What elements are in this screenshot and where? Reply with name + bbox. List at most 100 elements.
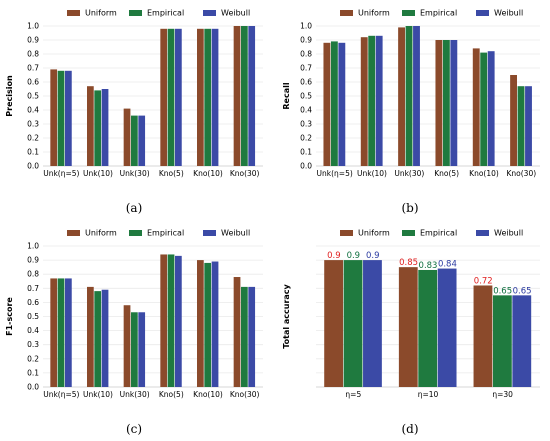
bar-uniform [473,285,493,387]
bar-uniform [123,305,131,387]
bar-empirical [241,26,248,166]
legend-swatch [402,10,415,16]
y-tick-label: 0.5 [300,92,312,101]
bar-weibull [138,115,146,166]
x-tick-label: η=30 [492,390,513,399]
x-tick-label: Unk(30) [120,390,150,399]
bar-uniform [160,28,168,166]
y-tick-label: 1.0 [27,22,39,31]
y-tick-label: 0.3 [27,340,39,349]
y-tick-label: 0.0 [27,383,39,392]
data-label: 0.83 [419,261,438,271]
bar-empirical [94,90,102,166]
bar-uniform [398,27,405,167]
bar-empirical [204,28,212,166]
bar-uniform [360,37,368,167]
x-tick-label: Kno(5) [159,169,184,178]
bar-uniform [435,40,443,166]
bar-weibull [338,42,346,166]
y-tick-label: 0.2 [27,354,39,363]
y-tick-label: 0.7 [27,64,39,73]
legend-label: Empirical [147,229,184,238]
bar-empirical [405,26,413,166]
legend-label: Uniform [85,229,117,238]
bar-empirical [57,70,65,166]
legend-swatch [67,230,80,236]
y-tick-label: 0.3 [300,120,312,129]
bar-weibull [487,51,495,167]
x-tick-label: Kno(10) [193,390,223,399]
bar-uniform [50,278,58,387]
bar-uniform [197,28,204,166]
x-tick-label: Kno(30) [230,169,260,178]
bar-empirical [131,115,138,166]
legend-swatch [203,230,216,236]
data-label: 0.9 [347,251,361,261]
bar-empirical [418,269,438,387]
data-label: 0.85 [399,258,418,268]
y-tick-label: 0.5 [27,312,39,321]
y-tick-label: 0.7 [300,64,312,73]
y-tick-label: 0.2 [27,134,39,143]
y-tick-label: 0.3 [27,120,39,129]
x-tick-label: Kno(10) [193,169,223,178]
y-tick-label: 0.2 [300,134,312,143]
y-tick-label: 0.6 [27,298,39,307]
bar-uniform [160,254,168,387]
bar-empirical [442,40,450,166]
x-tick-label: Kno(5) [159,390,184,399]
legend: Uniform Empirical Weibull [67,9,250,18]
bar-weibull [512,295,532,387]
legend-label: Uniform [358,9,390,18]
x-tick-label: Kno(5) [434,169,459,178]
bar-weibull [101,89,109,166]
y-tick-label: 1.0 [27,242,39,251]
y-tick-label: 0.4 [27,106,39,115]
y-tick-label: 0.1 [27,368,39,377]
legend-label: Weibull [221,9,250,18]
legend-label: Empirical [147,9,184,18]
y-tick-label: 0.8 [27,270,39,279]
bar-uniform [87,86,94,166]
bar-weibull [248,26,256,166]
bar-uniform [398,267,418,387]
bar-weibull [65,278,72,387]
panel-d: Total accuracy 0.9 0.9 0.9 η=5 0.85 0.83 0.84 η=… [282,229,540,436]
data-label: 0.9 [327,251,341,261]
legend-swatch [476,10,489,16]
legend-label: Weibull [221,229,250,238]
y-tick-label: 0.7 [27,284,39,293]
bar-weibull [175,28,182,166]
y-tick-label: 0.5 [27,92,39,101]
bar-empirical [480,52,488,166]
x-tick-label: Unk(30) [394,169,424,178]
bar-weibull [413,26,420,166]
legend-swatch [203,10,216,16]
legend-label: Uniform [85,9,117,18]
y-tick-label: 0.6 [27,78,39,87]
panel-caption: (a) [126,201,143,215]
y-tick-label: 0.9 [27,256,39,265]
bar-weibull [248,286,256,387]
bar-empirical [131,312,138,387]
y-tick-label: 0.8 [300,50,312,59]
y-axis-label: Total accuracy [282,283,291,348]
legend-label: Empirical [420,229,457,238]
bar-empirical [94,291,102,387]
y-axis-label: F1-score [5,297,14,336]
bar-weibull [211,28,219,166]
data-label: 0.9 [366,251,380,261]
y-tick-label: 0.1 [27,148,39,157]
data-label: 0.65 [493,286,512,296]
x-tick-label: Unk(η=5) [43,390,79,399]
legend-label: Weibull [494,229,523,238]
x-tick-label: Unk(η=5) [317,169,353,178]
legend-swatch [67,10,80,16]
legend-label: Weibull [494,9,523,18]
bar-weibull [175,255,182,387]
y-tick-label: 0.8 [27,50,39,59]
x-tick-label: Kno(10) [469,169,499,178]
bar-weibull [375,35,383,166]
